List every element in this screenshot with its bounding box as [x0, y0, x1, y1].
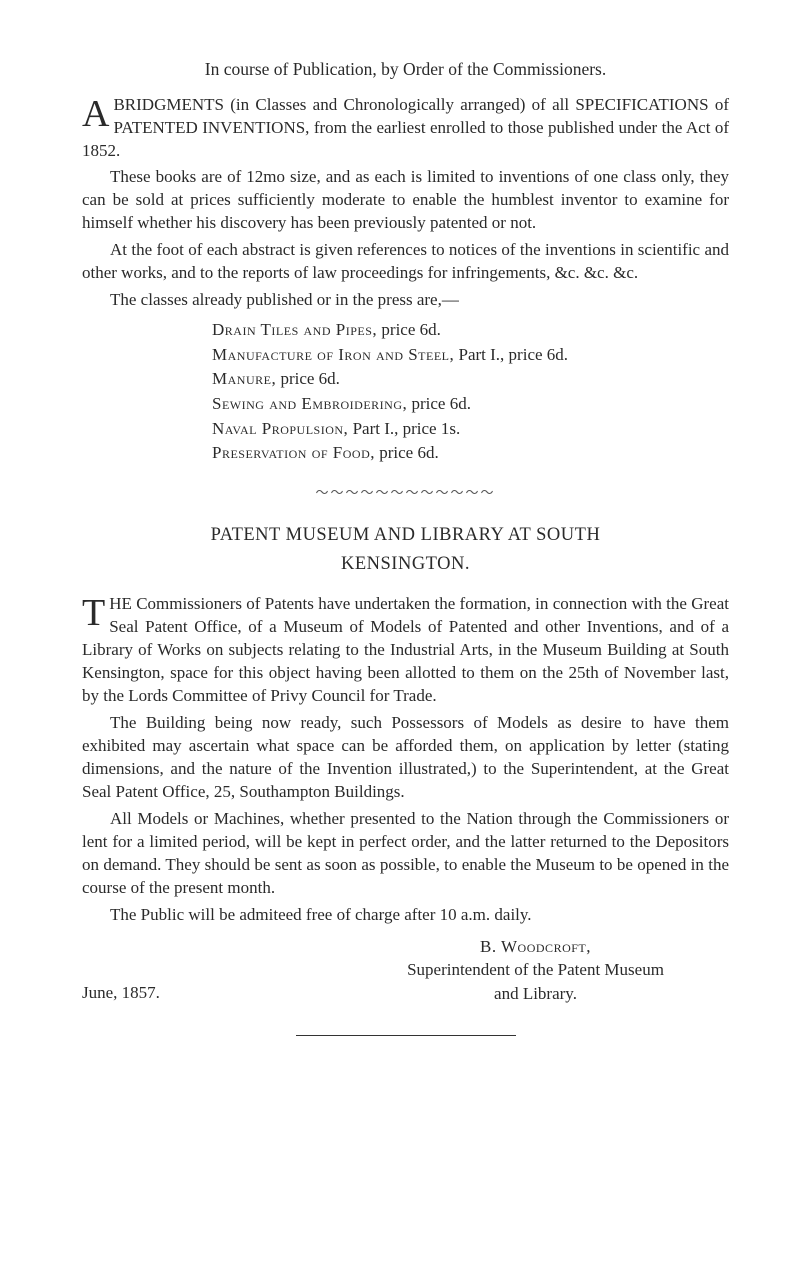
publication-header: In course of Publication, by Order of th…: [82, 58, 729, 82]
list-item-caps: Preservation of Food,: [212, 443, 375, 462]
bottom-rule: [296, 1035, 516, 1036]
signature-date: June, 1857.: [82, 982, 729, 1005]
list-item-rest: price 6d.: [276, 369, 340, 388]
section2-paragraph-4: The Public will be admiteed free of char…: [82, 904, 729, 927]
section2-paragraph-3: All Models or Machines, whether presente…: [82, 808, 729, 900]
list-item-caps: Drain Tiles and Pipes,: [212, 320, 377, 339]
signature-role-2: and Library.: [494, 984, 577, 1003]
list-item: Sewing and Embroidering, price 6d.: [212, 392, 729, 417]
dropcap-t: T: [82, 593, 109, 629]
list-item-rest: price 6d.: [375, 443, 439, 462]
list-item-rest: Part I., price 6d.: [454, 345, 568, 364]
list-item-caps: Manure,: [212, 369, 276, 388]
list-item-caps: Manufacture of Iron and Steel,: [212, 345, 454, 364]
section1-paragraph-3: At the foot of each abstract is given re…: [82, 239, 729, 285]
section1-paragraph-2: These books are of 12mo size, and as eac…: [82, 166, 729, 235]
signature-name: B. Woodcroft,: [480, 937, 591, 956]
section1-paragraph-1: A BRIDGMENTS (in Classes and Chronologic…: [82, 94, 729, 163]
signature-role-1: Superintendent of the Patent Museum: [407, 960, 664, 979]
section2-paragraph-1: T HE Commissioners of Patents have under…: [82, 593, 729, 708]
section2-paragraph-2: The Building being now ready, such Posse…: [82, 712, 729, 804]
section2-subtitle: KENSINGTON.: [82, 552, 729, 577]
dropcap-a: A: [82, 94, 113, 130]
class-list: Drain Tiles and Pipes, price 6d. Manufac…: [212, 318, 729, 466]
list-item-caps: Sewing and Embroidering,: [212, 394, 407, 413]
list-item: Naval Propulsion, Part I., price 1s.: [212, 417, 729, 442]
section-divider: ～～～～～～～～～～～～: [82, 484, 729, 502]
signature-block: B. Woodcroft, Superintendent of the Pate…: [82, 935, 729, 1005]
section1-paragraph-4: The classes already published or in the …: [82, 289, 729, 312]
section1-p1-text: BRIDGMENTS (in Classes and Chronological…: [82, 95, 729, 160]
list-item-caps: Naval Propulsion,: [212, 419, 348, 438]
list-item: Preservation of Food, price 6d.: [212, 441, 729, 466]
list-item-rest: price 6d.: [377, 320, 441, 339]
list-item: Manufacture of Iron and Steel, Part I., …: [212, 343, 729, 368]
list-item-rest: price 6d.: [407, 394, 471, 413]
list-item-rest: Part I., price 1s.: [348, 419, 460, 438]
list-item: Manure, price 6d.: [212, 367, 729, 392]
section2-p1-text: HE Commissioners of Patents have underta…: [82, 594, 729, 705]
section2-title: PATENT MUSEUM AND LIBRARY AT SOUTH: [82, 523, 729, 548]
list-item: Drain Tiles and Pipes, price 6d.: [212, 318, 729, 343]
